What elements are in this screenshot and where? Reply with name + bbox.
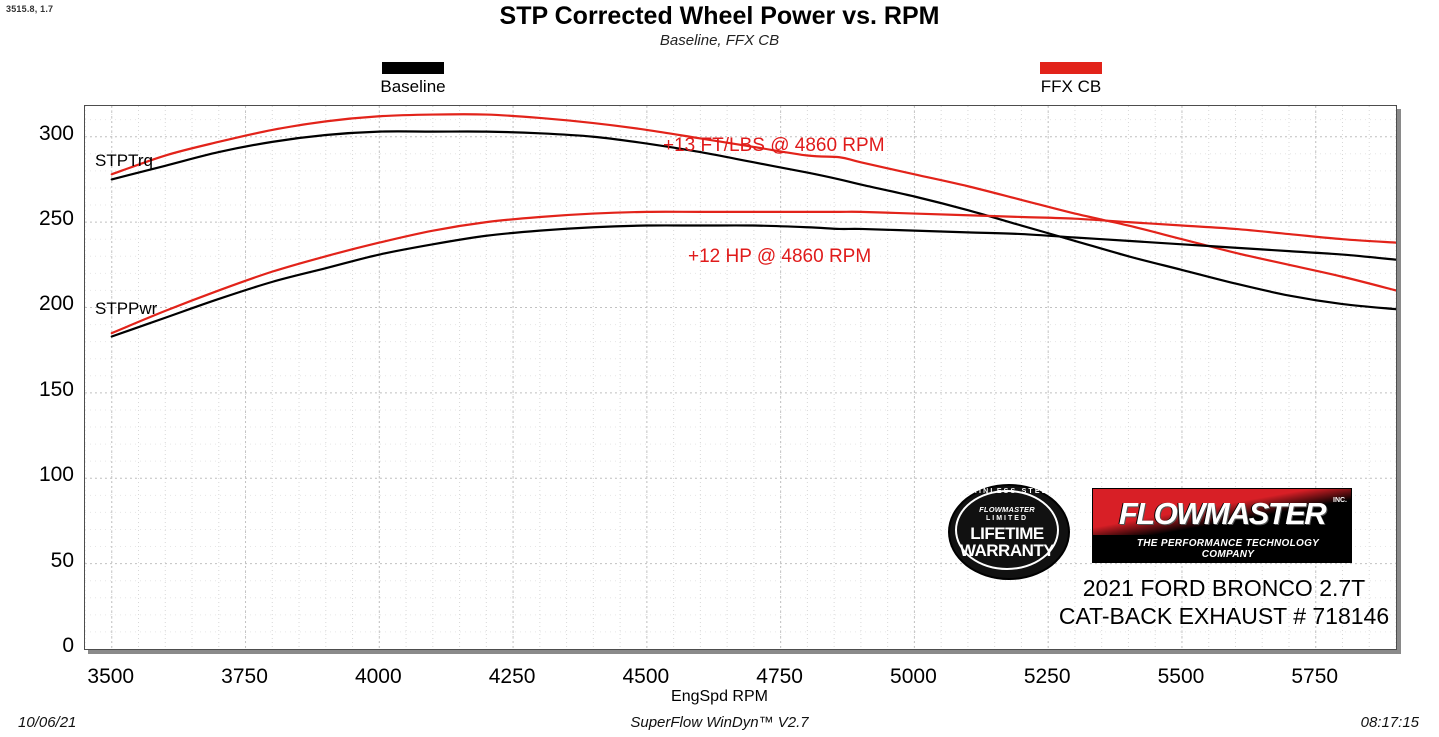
x-tick-label: 5000 (890, 665, 937, 688)
x-tick-label: 4750 (756, 665, 803, 688)
x-tick-label: 4250 (488, 665, 536, 688)
y-tick-label: 150 (38, 377, 74, 401)
series-line-2 (110, 224, 1396, 338)
badge-brand-text: FLOWMASTER (979, 505, 1035, 514)
series-label-torque: STPTrq (95, 151, 153, 170)
y-axis-ticks: 0 50 100 150 200 250 300 (12, 0, 74, 737)
x-tick-label: 4500 (622, 665, 670, 688)
x-tick-label: 5500 (1157, 665, 1205, 688)
series-line-3 (110, 210, 1396, 335)
badge-inner-ring (955, 490, 1059, 570)
legend-swatch-baseline (382, 62, 444, 74)
y-tick-label: 100 (38, 463, 74, 487)
badge-warranty-text: WARRANTY (959, 541, 1055, 560)
x-tick-label: 4000 (354, 665, 402, 688)
badge-limited-text: LIMITED (986, 515, 1028, 522)
brand-logo-row: STAINLESS STEEL FLOWMASTER LIMITED LIFET… (940, 484, 1398, 580)
annotation-torque-gain: +13 FT/LBS @ 4860 RPM (663, 135, 885, 156)
logo-trademark: INC. (1333, 497, 1347, 504)
footer-time: 08:17:15 (1360, 714, 1419, 731)
x-tick-label: 5250 (1023, 665, 1071, 688)
logo-red-wedge (1093, 489, 1351, 535)
legend-label-ffx-cb: FFX CB (1040, 77, 1102, 96)
logo-tagline: THE PERFORMANCE TECHNOLOGY COMPANY (1136, 538, 1320, 560)
legend-label-baseline: Baseline (380, 77, 446, 96)
y-tick-label: 200 (38, 292, 74, 316)
y-tick-label: 50 (50, 548, 74, 572)
flowmaster-logo: FLOWMASTER INC. THE PERFORMANCE TECHNOLO… (1092, 488, 1352, 563)
badge-lifetime-text: LIFETIME (970, 524, 1044, 543)
series-label-power: STPPwr (95, 299, 158, 318)
part-number: CAT-BACK EXHAUST # 718146 (1058, 603, 1390, 629)
lifetime-warranty-badge-icon: STAINLESS STEEL FLOWMASTER LIMITED LIFET… (948, 484, 1070, 580)
legend-item-ffx-cb[interactable]: FFX CB (1009, 62, 1133, 97)
footer-date: 10/06/21 (18, 714, 77, 731)
badge-arc-text: STAINLESS STEEL (958, 488, 1056, 495)
x-tick-label: 5750 (1291, 665, 1339, 688)
series-line-0 (110, 130, 1396, 311)
vehicle-name: 2021 FORD BRONCO 2.7T (1082, 575, 1366, 601)
annotation-power-gain: +12 HP @ 4860 RPM (688, 246, 872, 267)
series-line-1 (110, 113, 1396, 292)
brand-block: STAINLESS STEEL FLOWMASTER LIMITED LIFET… (940, 484, 1398, 630)
chart-title: STP Corrected Wheel Power vs. RPM (499, 2, 940, 30)
x-axis-title: EngSpd RPM (671, 688, 768, 705)
x-tick-label: 3500 (87, 665, 135, 688)
logo-wordmark: FLOWMASTER (1118, 496, 1327, 531)
chart-subtitle: Baseline, FFX CB (659, 32, 780, 49)
x-tick-label: 3750 (221, 665, 268, 688)
coordinate-readout: 3515.8, 1.7 (6, 4, 54, 14)
footer-software: SuperFlow WinDyn™ V2.7 (630, 714, 809, 731)
y-tick-label: 0 (62, 634, 74, 657)
legend-item-baseline[interactable]: Baseline (351, 62, 475, 97)
y-tick-label: 300 (38, 121, 74, 145)
legend-swatch-ffx-cb (1040, 62, 1102, 74)
y-tick-label: 250 (38, 207, 74, 231)
